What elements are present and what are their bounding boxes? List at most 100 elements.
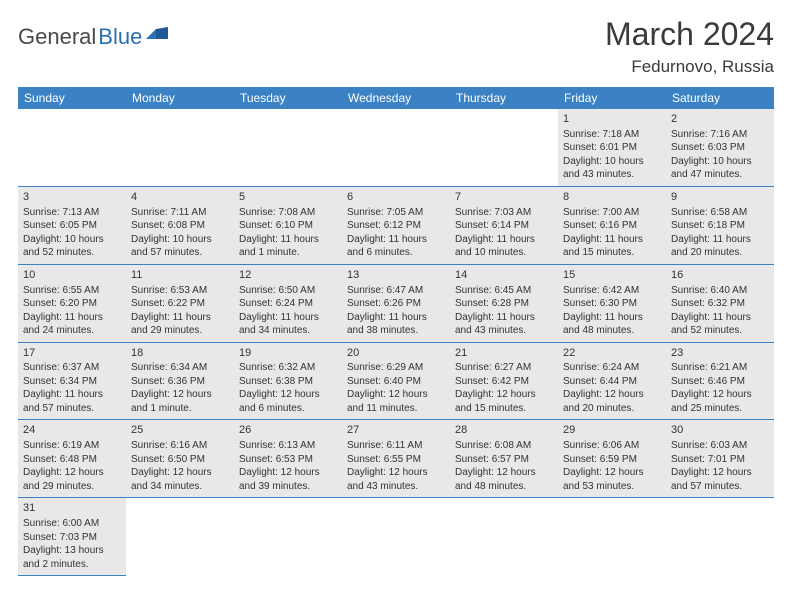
cell-line-sr: Sunrise: 7:18 AM [563, 128, 661, 142]
calendar-body: 1Sunrise: 7:18 AMSunset: 6:01 PM Daylight… [18, 109, 774, 576]
calendar-row: 10Sunrise: 6:55 AMSunset: 6:20 PMDayligh… [18, 264, 774, 342]
calendar-row: 1Sunrise: 7:18 AMSunset: 6:01 PMDaylight… [18, 109, 774, 186]
cell-line-sr: Sunrise: 6:55 AM [23, 284, 121, 298]
calendar-cell: 20Sunrise: 6:29 AMSunset: 6:40 PMDayligh… [342, 342, 450, 420]
location: Fedurnovo, Russia [605, 57, 774, 77]
cell-line-ss: Sunset: 6:57 PM [455, 453, 553, 467]
cell-line-d2: and 43 minutes. [455, 324, 553, 338]
calendar-row: 17Sunrise: 6:37 AMSunset: 6:34 PMDayligh… [18, 342, 774, 420]
day-header-row: Sunday Monday Tuesday Wednesday Thursday… [18, 87, 774, 109]
cell-line-sr: Sunrise: 6:27 AM [455, 361, 553, 375]
day-number: 9 [671, 190, 769, 205]
cell-line-sr: Sunrise: 6:34 AM [131, 361, 229, 375]
day-number: 20 [347, 346, 445, 361]
cell-line-d1: Daylight: 12 hours [671, 466, 769, 480]
logo-text-general: General [18, 24, 96, 50]
day-number: 19 [239, 346, 337, 361]
cell-line-d1: Daylight: 12 hours [347, 388, 445, 402]
calendar-cell [126, 109, 234, 186]
cell-line-ss: Sunset: 6:18 PM [671, 219, 769, 233]
cell-line-ss: Sunset: 6:10 PM [239, 219, 337, 233]
cell-line-sr: Sunrise: 7:13 AM [23, 206, 121, 220]
cell-line-sr: Sunrise: 6:53 AM [131, 284, 229, 298]
day-number: 21 [455, 346, 553, 361]
cell-line-d2: and 24 minutes. [23, 324, 121, 338]
cell-line-d2: and 20 minutes. [671, 246, 769, 260]
cell-line-d1: Daylight: 11 hours [671, 233, 769, 247]
day-number: 12 [239, 268, 337, 283]
header: GeneralBlue March 2024 Fedurnovo, Russia [18, 16, 774, 77]
cell-line-d2: and 15 minutes. [455, 402, 553, 416]
cell-line-sr: Sunrise: 7:03 AM [455, 206, 553, 220]
cell-line-d2: and 1 minute. [131, 402, 229, 416]
cell-line-d1: Daylight: 11 hours [563, 311, 661, 325]
cell-line-d2: and 25 minutes. [671, 402, 769, 416]
cell-line-d1: Daylight: 11 hours [239, 311, 337, 325]
cell-line-sr: Sunrise: 7:08 AM [239, 206, 337, 220]
day-number: 3 [23, 190, 121, 205]
cell-line-d2: and 39 minutes. [239, 480, 337, 494]
logo: GeneralBlue [18, 24, 168, 50]
day-number: 16 [671, 268, 769, 283]
cell-line-ss: Sunset: 7:01 PM [671, 453, 769, 467]
cell-line-sr: Sunrise: 7:00 AM [563, 206, 661, 220]
cell-line-sr: Sunrise: 7:05 AM [347, 206, 445, 220]
day-number: 13 [347, 268, 445, 283]
cell-line-d2: and 2 minutes. [23, 558, 121, 572]
calendar-cell [450, 498, 558, 576]
calendar-cell: 19Sunrise: 6:32 AMSunset: 6:38 PMDayligh… [234, 342, 342, 420]
day-number: 30 [671, 423, 769, 438]
cell-line-d2: and 20 minutes. [563, 402, 661, 416]
cell-line-d2: and 34 minutes. [131, 480, 229, 494]
day-number: 28 [455, 423, 553, 438]
day-number: 10 [23, 268, 121, 283]
cell-line-ss: Sunset: 6:26 PM [347, 297, 445, 311]
cell-line-d1: Daylight: 11 hours [455, 233, 553, 247]
cell-line-ss: Sunset: 6:46 PM [671, 375, 769, 389]
calendar-cell: 15Sunrise: 6:42 AMSunset: 6:30 PMDayligh… [558, 264, 666, 342]
day-header: Saturday [666, 87, 774, 109]
cell-line-ss: Sunset: 6:55 PM [347, 453, 445, 467]
cell-line-sr: Sunrise: 6:45 AM [455, 284, 553, 298]
cell-line-d1: Daylight: 12 hours [239, 388, 337, 402]
cell-line-sr: Sunrise: 6:13 AM [239, 439, 337, 453]
calendar-cell [342, 109, 450, 186]
cell-line-d1: Daylight: 11 hours [131, 311, 229, 325]
day-number: 8 [563, 190, 661, 205]
cell-line-d1: Daylight: 10 hours [131, 233, 229, 247]
cell-line-d2: and 53 minutes. [563, 480, 661, 494]
cell-line-d1: Daylight: 12 hours [23, 466, 121, 480]
cell-line-d1: Daylight: 11 hours [455, 311, 553, 325]
calendar-cell: 1Sunrise: 7:18 AMSunset: 6:01 PMDaylight… [558, 109, 666, 186]
cell-line-d2: and 52 minutes. [671, 324, 769, 338]
cell-line-sr: Sunrise: 6:16 AM [131, 439, 229, 453]
calendar-cell: 30Sunrise: 6:03 AMSunset: 7:01 PMDayligh… [666, 420, 774, 498]
cell-line-ss: Sunset: 6:01 PM [563, 141, 661, 155]
day-number: 4 [131, 190, 229, 205]
cell-line-d2: and 29 minutes. [131, 324, 229, 338]
cell-line-d2: and 48 minutes. [563, 324, 661, 338]
day-header: Sunday [18, 87, 126, 109]
day-number: 15 [563, 268, 661, 283]
cell-line-d1: Daylight: 12 hours [131, 466, 229, 480]
title-block: March 2024 Fedurnovo, Russia [605, 16, 774, 77]
calendar-cell: 3Sunrise: 7:13 AMSunset: 6:05 PMDaylight… [18, 186, 126, 264]
cell-line-d1: Daylight: 12 hours [563, 466, 661, 480]
cell-line-d2: and 57 minutes. [671, 480, 769, 494]
cell-line-d2: and 6 minutes. [347, 246, 445, 260]
cell-line-sr: Sunrise: 6:47 AM [347, 284, 445, 298]
cell-line-d1: Daylight: 11 hours [239, 233, 337, 247]
day-number: 27 [347, 423, 445, 438]
cell-line-d1: Daylight: 12 hours [671, 388, 769, 402]
calendar-cell: 5Sunrise: 7:08 AMSunset: 6:10 PMDaylight… [234, 186, 342, 264]
cell-line-ss: Sunset: 7:03 PM [23, 531, 121, 545]
day-number: 1 [563, 112, 661, 127]
calendar-cell [558, 498, 666, 576]
cell-line-ss: Sunset: 6:38 PM [239, 375, 337, 389]
logo-flag-icon [146, 27, 168, 41]
calendar-cell: 10Sunrise: 6:55 AMSunset: 6:20 PMDayligh… [18, 264, 126, 342]
cell-line-d2: and 38 minutes. [347, 324, 445, 338]
day-number: 7 [455, 190, 553, 205]
cell-line-d2: and 57 minutes. [131, 246, 229, 260]
calendar-cell [666, 498, 774, 576]
